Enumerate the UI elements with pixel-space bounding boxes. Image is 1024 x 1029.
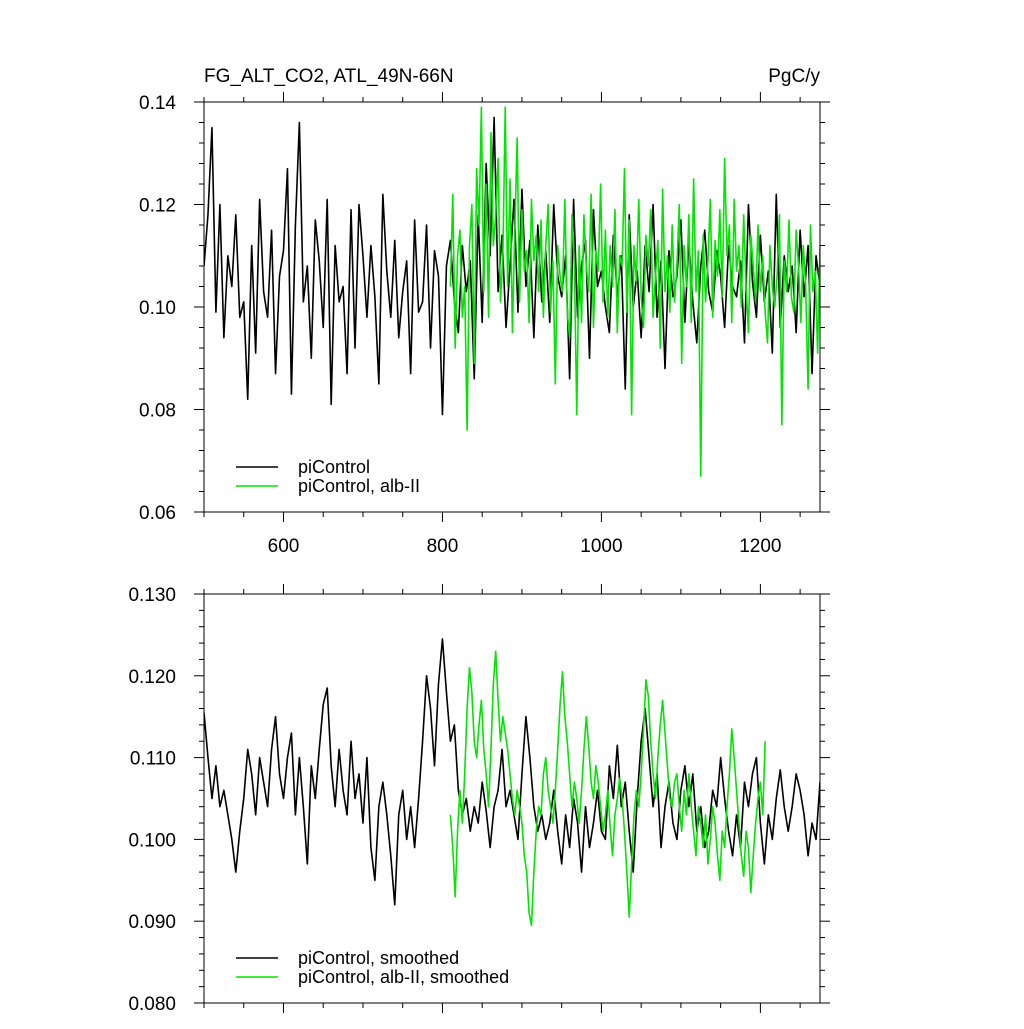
legend-label-2: piControl, alb-II xyxy=(298,476,420,496)
x-tick-label: 600 xyxy=(268,536,300,557)
y-tick-label: 0.110 xyxy=(130,749,176,770)
chart-panel-2: 0.080 0.090 0.100 0.110 0.120 0.130 piControl,… xyxy=(128,584,830,1015)
y-tick-label: 0.080 xyxy=(128,994,176,1015)
legend-label-1: piControl xyxy=(298,457,370,477)
y-tick-label: 0.06 xyxy=(139,503,176,524)
y-tick-label: 0.130 xyxy=(128,585,176,606)
plot-frame xyxy=(203,593,821,1004)
y-tick-label: 0.100 xyxy=(128,830,176,851)
y-tick-label: 0.14 xyxy=(139,93,176,114)
series-line-2 xyxy=(449,650,766,927)
x-tick-label: 1000 xyxy=(580,536,622,557)
legend-label-1: piControl, smoothed xyxy=(298,948,459,968)
y-tick-label: 0.10 xyxy=(139,298,176,319)
x-tick-label: 800 xyxy=(427,536,459,557)
x-tick-label: 1200 xyxy=(739,536,781,557)
chart-units: PgC/y xyxy=(768,66,820,87)
y-tick-label: 0.12 xyxy=(139,196,176,217)
series-line-2 xyxy=(449,106,820,477)
y-tick-label: 0.090 xyxy=(128,912,176,933)
chart-title: FG_ALT_CO2, ATL_49N-66N xyxy=(204,66,454,87)
chart-panel-1: 600 800 1000 1200 0.06 0.08 0.10 0.12 0.14 piCont… xyxy=(139,92,830,557)
series-line-1 xyxy=(204,116,820,416)
legend-label-2: piControl, alb-II, smoothed xyxy=(298,967,509,987)
y-tick-label: 0.120 xyxy=(128,667,176,688)
y-tick-label: 0.08 xyxy=(139,401,176,422)
